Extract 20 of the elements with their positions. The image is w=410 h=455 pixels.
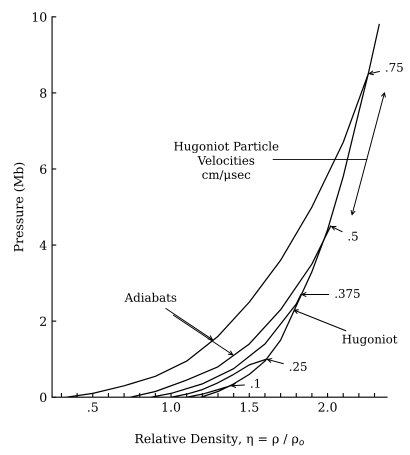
y-tick-label: 10: [32, 12, 46, 22]
annotation: .75: [386, 62, 403, 72]
x-tick-label: 2.0: [318, 402, 337, 412]
y-tick-label: 6: [40, 164, 46, 174]
y-tick-label: 4: [40, 240, 47, 250]
x-tick-label: .5: [88, 402, 98, 412]
annotation: .1: [251, 378, 260, 388]
annotation: Hugoniot Particle Velocities cm/μsec: [174, 141, 278, 182]
y-axis-title: Pressure (Mb): [14, 162, 26, 252]
annotation: Hugoniot: [342, 334, 398, 346]
annotation: .25: [290, 362, 307, 371]
annotation: Adiabats: [124, 292, 176, 302]
y-tick-label: 8: [40, 88, 46, 98]
annotation: .5: [348, 232, 358, 241]
x-tick-label: 1.0: [162, 402, 180, 412]
y-tick-label: 2: [40, 316, 46, 326]
x-axis-title: Relative Density, η = ρ / ρ$_{o}$: [135, 434, 304, 446]
annotation: .375: [335, 289, 360, 298]
y-tick-label: 0: [40, 392, 46, 402]
x-tick-label: 1.5: [240, 402, 258, 412]
